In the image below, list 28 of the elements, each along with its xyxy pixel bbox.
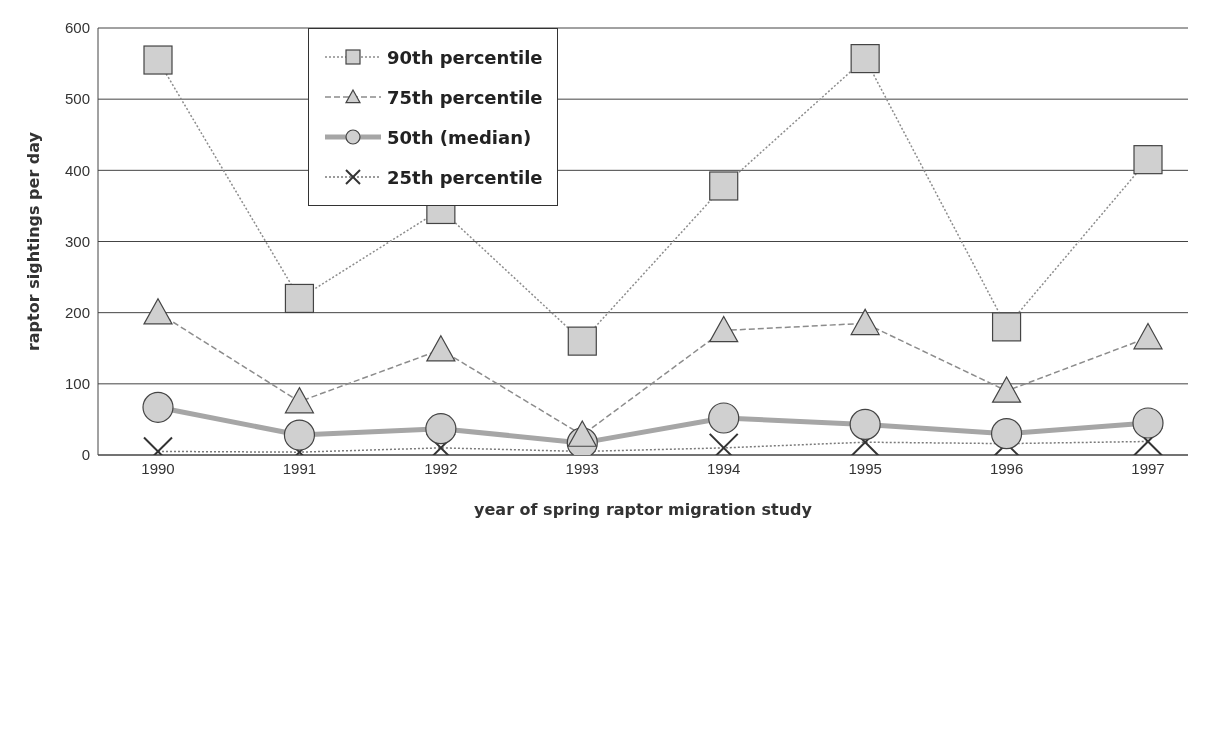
x-tick-label: 1997 [1131,459,1165,477]
x-tick-label: 1991 [282,459,317,477]
point [1132,407,1164,439]
y-tick-label: 0 [81,446,90,464]
point [425,413,457,445]
x-tick-label: 1993 [565,459,599,477]
point [283,419,316,451]
y-tick-label: 100 [64,375,90,393]
point [142,391,174,423]
y-axis-title: raptor sightings per day [23,131,43,352]
x-tick-label: 1996 [989,459,1024,477]
legend-label: 75th percentile [387,86,543,108]
y-tick-label: 400 [64,161,90,179]
x-tick-label: 1992 [424,459,458,477]
point [849,408,881,440]
y-tick-label: 500 [64,90,90,108]
x-axis-title: year of spring raptor migration study [474,500,813,519]
y-tick-label: 200 [64,303,90,321]
x-tick-label: 1995 [848,459,882,477]
y-tick-label: 600 [64,19,90,37]
legend-label: 25th percentile [387,166,543,188]
x-tick-label: 1994 [707,459,741,477]
legend-label: 90th percentile [387,46,543,68]
legend-label: 50th (median) [387,126,532,148]
x-tick-label: 1990 [141,459,175,477]
point [708,402,740,434]
y-tick-label: 300 [64,232,90,250]
point [990,418,1023,450]
